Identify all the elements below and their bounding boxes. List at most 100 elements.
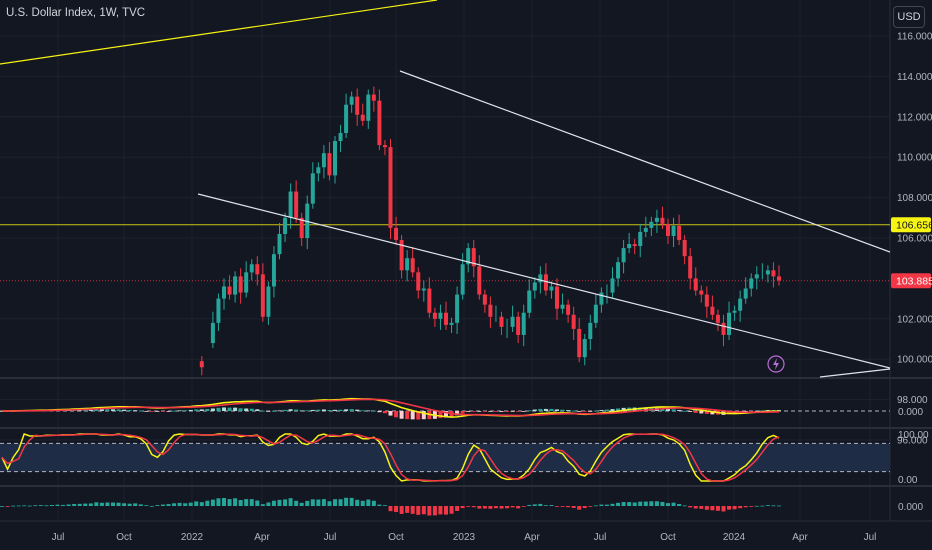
macd-hist-bar xyxy=(643,407,648,411)
candle-body xyxy=(749,278,754,289)
macd-zero-label: 0.000 xyxy=(898,407,923,418)
macd-hist-bar xyxy=(116,409,121,411)
momentum-bar xyxy=(527,504,532,506)
candle-body xyxy=(355,96,360,115)
momentum-bar xyxy=(294,500,299,506)
momentum-bar xyxy=(493,506,498,509)
short-trendline[interactable] xyxy=(819,368,891,378)
candle-body xyxy=(771,270,776,277)
candle-body xyxy=(610,278,615,293)
momentum-bar xyxy=(727,506,732,510)
macd-hist-bar xyxy=(244,408,249,411)
candle-body xyxy=(349,96,354,105)
macd-hist-bar xyxy=(399,411,404,419)
stochastic-panel: 100.00 0.00 xyxy=(0,430,929,486)
resistance-price-label: 106.656 xyxy=(896,220,932,232)
candle-body xyxy=(288,191,293,218)
macd-hist-bar xyxy=(355,409,360,411)
macd-hist-bar xyxy=(588,411,593,412)
macd-hist-bar xyxy=(338,409,343,411)
momentum-bar xyxy=(22,505,27,507)
candle-body xyxy=(649,221,654,228)
macd-hist-bar xyxy=(499,411,504,412)
macd-hist-bar xyxy=(299,410,304,412)
momentum-bar xyxy=(627,502,632,506)
candle-body xyxy=(588,322,593,339)
momentum-bar xyxy=(405,506,410,513)
momentum-bar xyxy=(11,505,16,507)
macd-hist-bar xyxy=(205,408,210,411)
macd-hist-bar xyxy=(438,411,443,419)
yellow-trendline[interactable] xyxy=(0,0,438,65)
momentum-bar xyxy=(499,506,504,509)
macd-hist-bar xyxy=(271,410,276,412)
candle-body xyxy=(255,264,260,275)
momentum-bar xyxy=(760,505,765,507)
macd-hist-bar xyxy=(149,411,154,412)
macd-hist-bar xyxy=(238,408,243,411)
candle-body xyxy=(444,312,448,325)
momentum-bar xyxy=(444,506,448,515)
macd-hist-bar xyxy=(94,409,99,411)
momentum-bar xyxy=(316,499,321,506)
macd-hist-bar xyxy=(321,409,326,411)
candle-body xyxy=(360,114,365,121)
time-tick-label: Oct xyxy=(116,532,132,543)
panel-separators xyxy=(0,0,932,522)
candle-body xyxy=(299,217,304,238)
momentum-bar xyxy=(549,505,554,506)
macd-hist-bar xyxy=(482,411,487,412)
momentum-bar xyxy=(355,499,360,506)
candle-body xyxy=(516,316,521,335)
momentum-bar xyxy=(338,499,343,506)
macd-hist-bar xyxy=(382,411,387,414)
momentum-bar xyxy=(582,506,587,509)
candle-body xyxy=(571,314,576,329)
candle-body xyxy=(377,100,382,146)
momentum-bar xyxy=(5,506,10,507)
time-tick-label: Jul xyxy=(594,532,607,543)
alert-icon[interactable] xyxy=(767,355,785,373)
lower-channel-line[interactable] xyxy=(197,193,891,369)
currency-button[interactable]: USD xyxy=(893,6,925,28)
momentum-bar xyxy=(543,505,548,507)
candle-body xyxy=(765,270,770,275)
candle-body xyxy=(316,167,321,174)
candle-body xyxy=(710,306,715,315)
candle-body xyxy=(699,290,704,295)
candle-body xyxy=(416,272,421,291)
trendlines-layer[interactable] xyxy=(0,0,891,378)
momentum-bar xyxy=(521,506,526,507)
macd-hist-bar xyxy=(488,411,493,412)
macd-hist-bar xyxy=(405,411,410,420)
momentum-bar xyxy=(616,502,621,506)
macd-hist-bar xyxy=(177,410,182,412)
price-axis[interactable]: 116.000 114.000 112.000 110.000 108.000 106.0… xyxy=(897,32,932,447)
momentum-bar xyxy=(138,504,143,506)
candle-body xyxy=(471,248,476,267)
momentum-bar xyxy=(360,500,365,506)
candle-body xyxy=(366,94,371,121)
time-tick-label: Jul xyxy=(864,532,877,543)
candle-body xyxy=(199,361,204,368)
momentum-bar xyxy=(638,501,643,506)
candle-body xyxy=(582,339,587,358)
macd-hist-bar xyxy=(144,411,149,412)
macd-hist-bar xyxy=(510,411,515,412)
price-tick-label: 102.000 xyxy=(897,314,932,325)
macd-hist-bar xyxy=(227,407,232,411)
macd-hist-bar xyxy=(333,409,337,411)
candle-body xyxy=(238,276,243,293)
time-tick-label: Jul xyxy=(52,532,65,543)
macd-hist-bar xyxy=(83,409,88,411)
candle-body xyxy=(421,288,426,291)
candle-body xyxy=(477,266,482,295)
macd-hist-bar xyxy=(471,411,476,412)
momentum-bar xyxy=(688,506,693,508)
momentum-bar xyxy=(310,499,315,506)
momentum-bar xyxy=(571,506,576,508)
upper-channel-line[interactable] xyxy=(399,70,891,253)
candle-body xyxy=(510,316,515,327)
time-axis[interactable]: Jul Oct 2022 Apr Jul Oct 2023 Apr Jul Oct 2024 Apr J… xyxy=(52,532,877,543)
